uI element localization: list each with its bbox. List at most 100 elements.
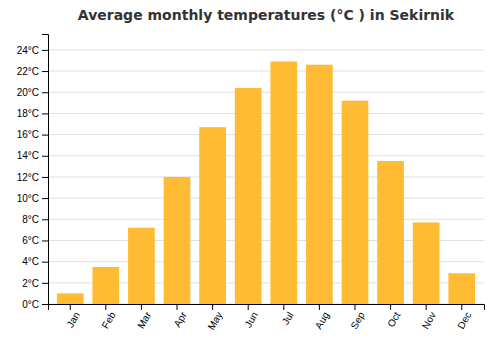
y-tick-label: 12°C — [17, 172, 39, 183]
x-tick-mark — [177, 304, 178, 310]
y-tick-mark — [42, 113, 48, 114]
x-tick-mark — [212, 304, 213, 310]
grid-line — [48, 219, 484, 220]
bar — [128, 228, 155, 304]
x-tick-mark — [426, 304, 427, 310]
y-tick: 0°C — [22, 299, 48, 310]
y-tick: 20°C — [17, 87, 48, 98]
y-tick: 24°C — [17, 45, 48, 56]
y-tick: 16°C — [17, 129, 48, 140]
grid-line — [48, 49, 484, 50]
x-tick-mark — [283, 304, 284, 310]
title: Average monthly temperatures (°C ) in Se… — [78, 7, 455, 23]
y-tick-mark — [42, 219, 48, 220]
x-tick-mark — [141, 304, 142, 310]
grid-line — [48, 176, 484, 177]
x-tick: Sep — [348, 304, 367, 331]
y-tick-label: 6°C — [22, 235, 39, 246]
plot-area: 0°C 2°C 4°C 6°C 8°C 10°C 12°C 14°C 16°C 18°C 20°C 2… — [17, 35, 485, 332]
bar — [199, 127, 226, 304]
y-tick: 12°C — [17, 172, 48, 183]
y-axis: 0°C 2°C 4°C 6°C 8°C 10°C 12°C 14°C 16°C 18°C 20°C 2… — [17, 35, 49, 310]
bar — [164, 177, 191, 304]
x-tick-mark — [390, 304, 391, 310]
y-tick: 6°C — [22, 235, 48, 246]
y-tick-mark — [42, 92, 48, 93]
y-tick-mark — [42, 50, 48, 51]
x-tick: Aug — [313, 304, 331, 331]
x-tick: Mar — [135, 304, 153, 330]
x-tick: Dec — [455, 304, 473, 331]
y-tick: 8°C — [22, 214, 48, 225]
x-tick-label: Mar — [135, 309, 153, 330]
x-tick-label: Jun — [242, 310, 260, 329]
x-tick-mark — [248, 304, 249, 310]
y-tick-mark — [42, 240, 48, 241]
y-tick-label: 22°C — [17, 66, 39, 77]
grid-line — [48, 92, 484, 93]
x-tick: Feb — [100, 304, 118, 330]
x-tick-label: Nov — [420, 310, 438, 331]
x-tick: Jul — [280, 304, 296, 327]
bar — [448, 273, 475, 304]
y-tick-label: 16°C — [17, 129, 39, 140]
y-tick-mark — [42, 198, 48, 199]
bars — [57, 62, 475, 304]
x-tick-label: Dec — [455, 310, 473, 331]
y-tick-mark — [42, 135, 48, 136]
bar — [235, 88, 262, 304]
x-tick-label: Feb — [100, 310, 118, 331]
x-tick: Oct — [385, 304, 402, 329]
x-tick-mark — [105, 304, 106, 310]
chart-container: 0°C 2°C 4°C 6°C 8°C 10°C 12°C 14°C 16°C 18°C 20°C 2… — [0, 0, 500, 350]
x-tick-label: Apr — [172, 309, 190, 329]
x-tick-label: Jan — [65, 310, 83, 329]
x-tick-label: Sep — [348, 310, 367, 331]
y-tick: 18°C — [17, 108, 48, 119]
grid-line — [48, 71, 484, 72]
bar — [306, 65, 333, 304]
bar — [377, 161, 404, 304]
x-axis-line — [49, 305, 485, 311]
bar — [413, 222, 440, 304]
y-tick-label: 4°C — [22, 256, 39, 267]
x-tick-label: Aug — [313, 310, 331, 331]
y-tick-label: 10°C — [17, 193, 39, 204]
grid-line — [48, 113, 484, 114]
x-tick-label: May — [205, 310, 224, 332]
chart-svg: 0°C 2°C 4°C 6°C 8°C 10°C 12°C 14°C 16°C 18°C 20°C 2… — [0, 0, 500, 350]
y-tick-label: 20°C — [17, 87, 39, 98]
y-tick: 2°C — [22, 278, 48, 289]
x-tick-mark — [461, 304, 462, 310]
y-tick: 4°C — [22, 256, 48, 267]
y-tick-label: 8°C — [22, 214, 39, 225]
x-tick: May — [205, 304, 224, 332]
y-tick-label: 14°C — [17, 150, 39, 161]
y-tick: 14°C — [17, 150, 48, 161]
y-tick-label: 0°C — [22, 299, 39, 310]
bar — [92, 267, 119, 304]
x-tick-mark — [70, 304, 71, 310]
bar — [270, 62, 297, 304]
x-tick: Jan — [65, 304, 83, 329]
y-tick-mark — [42, 71, 48, 72]
x-tick-label: Oct — [385, 310, 402, 329]
grid-line — [48, 198, 484, 199]
x-tick-mark — [354, 304, 355, 310]
x-tick-label: Jul — [280, 310, 296, 327]
y-tick-mark — [42, 304, 48, 305]
y-tick-mark — [42, 177, 48, 178]
x-tick-mark — [319, 304, 320, 310]
y-tick-mark — [42, 262, 48, 263]
bar — [342, 101, 369, 304]
bar — [57, 293, 84, 304]
y-tick-mark — [42, 283, 48, 284]
y-axis-line — [42, 35, 49, 305]
x-tick: Nov — [420, 304, 438, 331]
y-tick-label: 18°C — [17, 108, 39, 119]
y-tick: 22°C — [17, 66, 48, 77]
grid — [48, 50, 484, 304]
grid-line — [48, 134, 484, 135]
grid-line — [48, 155, 484, 156]
y-tick-label: 24°C — [17, 45, 39, 56]
